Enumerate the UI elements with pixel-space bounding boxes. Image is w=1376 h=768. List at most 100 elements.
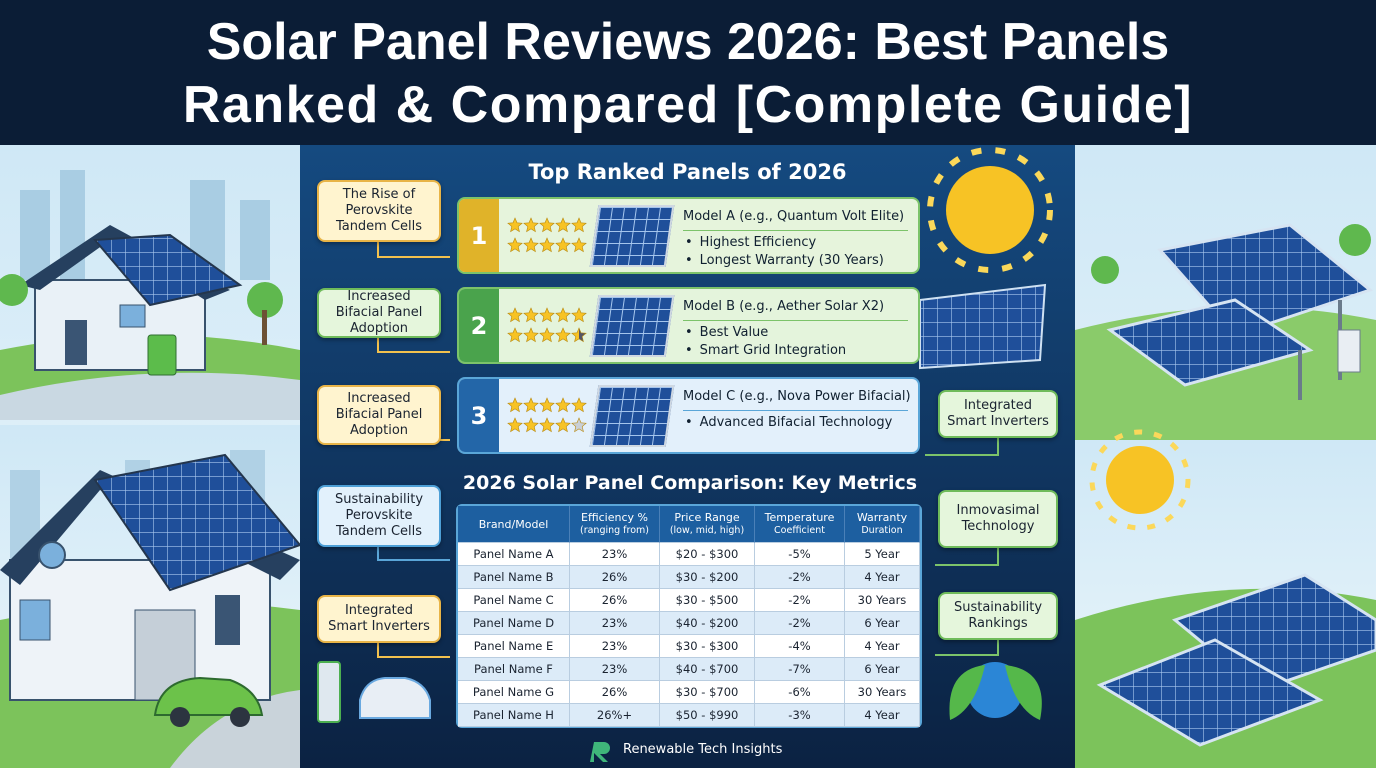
- model-name: Model B (e.g., Aether Solar X2): [683, 299, 885, 314]
- star: [539, 217, 555, 233]
- star: [571, 237, 587, 253]
- table-cell: Panel Name B: [458, 566, 570, 589]
- star-rating: [507, 417, 587, 433]
- table-cell: 23%: [570, 635, 660, 658]
- star: [507, 217, 523, 233]
- table-cell: -3%: [755, 704, 845, 727]
- panel-image: [589, 205, 675, 267]
- feature: Smart Grid Integration: [685, 343, 847, 358]
- header-cell: Brand/Model: [458, 506, 570, 543]
- star-rating: [507, 237, 587, 253]
- header-text: (low, mid, high): [669, 525, 745, 536]
- divider: [683, 230, 908, 231]
- star: [539, 237, 555, 253]
- header-text: Warranty: [856, 511, 908, 524]
- table-cell: $30 - $500: [660, 589, 755, 612]
- star: [523, 417, 539, 433]
- callout: Inmovasimal Technology: [938, 490, 1058, 548]
- table-cell: Panel Name E: [458, 635, 570, 658]
- table-cell: 4 Year: [845, 635, 920, 658]
- header-text: Brand/Model: [478, 517, 549, 531]
- panel-image: [589, 385, 675, 447]
- table-cell: Panel Name D: [458, 612, 570, 635]
- table-cell: 23%: [570, 543, 660, 566]
- header-text: (ranging from): [579, 525, 649, 536]
- table-cell: $30 - $700: [660, 681, 755, 704]
- table-cell: Panel Name A: [458, 543, 570, 566]
- star: [507, 327, 523, 343]
- star-rating: [507, 397, 587, 413]
- model-name: Model A (e.g., Quantum Volt Elite): [683, 209, 905, 224]
- table-cell: $30 - $200: [660, 566, 755, 589]
- callout: The Rise of Perovskite Tandem Cells: [317, 180, 441, 242]
- callout: Integrated Smart Inverters: [317, 595, 441, 643]
- callout: Sustainability Perovskite Tandem Cells: [317, 485, 441, 547]
- section-title: Top Ranked Panels of 2026: [528, 160, 847, 184]
- header-text: Coefficient: [774, 525, 825, 536]
- header-text: Price Range: [674, 511, 740, 524]
- table-cell: 30 Years: [845, 589, 920, 612]
- star: [571, 397, 587, 413]
- table-cell: Panel Name C: [458, 589, 570, 612]
- table-cell: -7%: [755, 658, 845, 681]
- callout: Increased Bifacial Panel Adoption: [317, 385, 441, 445]
- divider: [683, 410, 908, 411]
- table-cell: -2%: [755, 566, 845, 589]
- table-title: 2026 Solar Panel Comparison: Key Metrics: [462, 472, 918, 494]
- header-text: Temperature: [764, 511, 835, 524]
- table-cell: 4 Year: [845, 704, 920, 727]
- table-cell: $40 - $200: [660, 612, 755, 635]
- table-cell: 5 Year: [845, 543, 920, 566]
- table-cell: 6 Year: [845, 612, 920, 635]
- header-cell: Warranty Duration: [845, 506, 920, 543]
- header-text: Efficiency %: [581, 511, 648, 524]
- star: [571, 307, 587, 323]
- title-line: Ranked & Compared [Complete Guide]: [182, 76, 1194, 134]
- rank-card: 3 Model C (e.g., Nova Power Bifacial) Adva…: [457, 377, 920, 454]
- star: [539, 307, 555, 323]
- divider: [683, 320, 908, 321]
- table-cell: $40 - $700: [660, 658, 755, 681]
- table-cell: -2%: [755, 589, 845, 612]
- star: [555, 217, 571, 233]
- table-cell: 26%: [570, 589, 660, 612]
- feature: Best Value: [685, 325, 769, 340]
- star: [555, 397, 571, 413]
- table-cell: 26%+: [570, 704, 660, 727]
- header-cell: Price Range (low, mid, high): [660, 506, 755, 543]
- table-cell: -6%: [755, 681, 845, 704]
- callout: Integrated Smart Inverters: [938, 390, 1058, 438]
- star: [507, 237, 523, 253]
- rank-badge: 3: [459, 379, 499, 452]
- header-text: Duration: [861, 525, 903, 536]
- table-cell: Panel Name F: [458, 658, 570, 681]
- feature: Advanced Bifacial Technology: [685, 415, 893, 430]
- star-rating: [507, 327, 587, 343]
- table-cell: 23%: [570, 658, 660, 681]
- star: [555, 417, 571, 433]
- star: [571, 327, 587, 343]
- table-cell: -4%: [755, 635, 845, 658]
- table-cell: -5%: [755, 543, 845, 566]
- model-name: Model C (e.g., Nova Power Bifacial): [683, 389, 911, 404]
- star: [571, 217, 587, 233]
- rank-card: 2 Model B (e.g., Aether Solar X2) Best Val…: [457, 287, 920, 364]
- star: [539, 417, 555, 433]
- star: [555, 327, 571, 343]
- table-cell: $30 - $300: [660, 635, 755, 658]
- star: [523, 327, 539, 343]
- table-cell: -2%: [755, 612, 845, 635]
- table-cell: 4 Year: [845, 566, 920, 589]
- feature: Longest Warranty (30 Years): [685, 253, 884, 268]
- rank-card: 1 Model A (e.g., Quantum Volt Elite) Highe…: [457, 197, 920, 274]
- header-cell: Temperature Coefficient: [755, 506, 845, 543]
- table-cell: Panel Name H: [458, 704, 570, 727]
- table-cell: 6 Year: [845, 658, 920, 681]
- table-cell: 30 Years: [845, 681, 920, 704]
- table-cell: Panel Name G: [458, 681, 570, 704]
- star: [539, 327, 555, 343]
- feature: Highest Efficiency: [685, 235, 817, 250]
- star: [555, 307, 571, 323]
